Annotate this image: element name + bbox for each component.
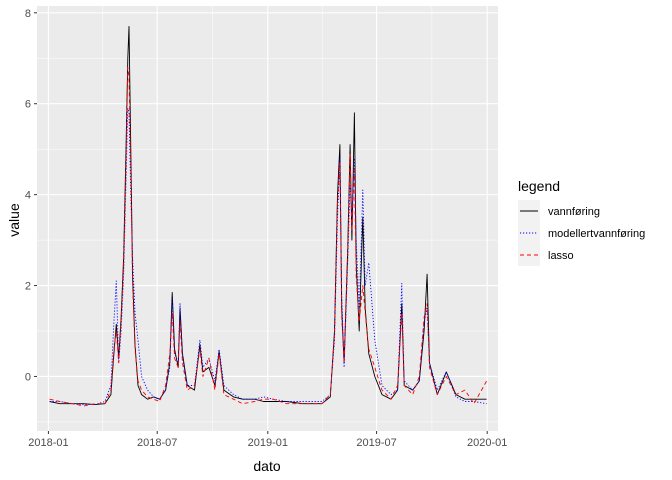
y-tick-label: 2 — [25, 281, 31, 293]
x-tick-label: 2019-07 — [356, 437, 396, 449]
x-axis-title: dato — [253, 458, 280, 474]
legend-item-modellertvannforing: modellertvannføring — [518, 222, 645, 244]
legend-label-lasso: lasso — [548, 250, 574, 262]
series-line-lasso — [49, 66, 487, 407]
x-tick-label: 2020-01 — [467, 437, 507, 449]
series-layer — [49, 26, 487, 407]
y-axis-title: value — [6, 203, 22, 237]
legend-label-vannforing: vannføring — [548, 206, 600, 218]
x-tick-label: 2019-01 — [248, 437, 288, 449]
y-tick-label: 4 — [25, 190, 31, 202]
legend-label-modellertvannforing: modellertvannføring — [548, 228, 645, 240]
y-tick-label: 0 — [25, 371, 31, 383]
y-tick-label: 8 — [25, 8, 31, 20]
x-tick-label: 2018-01 — [28, 437, 68, 449]
y-axis: 0 2 4 6 8 — [25, 8, 37, 383]
x-axis: 2018-01 2018-07 2019-01 2019-07 2020-01 — [28, 431, 507, 449]
legend-item-vannforing: vannføring — [518, 200, 600, 222]
legend-item-lasso: lasso — [518, 244, 574, 266]
y-tick-label: 6 — [25, 99, 31, 111]
major-grid — [37, 6, 498, 431]
legend: legend vannføring modellertvannføring la… — [518, 178, 645, 266]
legend-title: legend — [518, 178, 560, 194]
x-tick-label: 2018-07 — [137, 437, 177, 449]
series-line-modellertvannforing — [49, 107, 487, 406]
